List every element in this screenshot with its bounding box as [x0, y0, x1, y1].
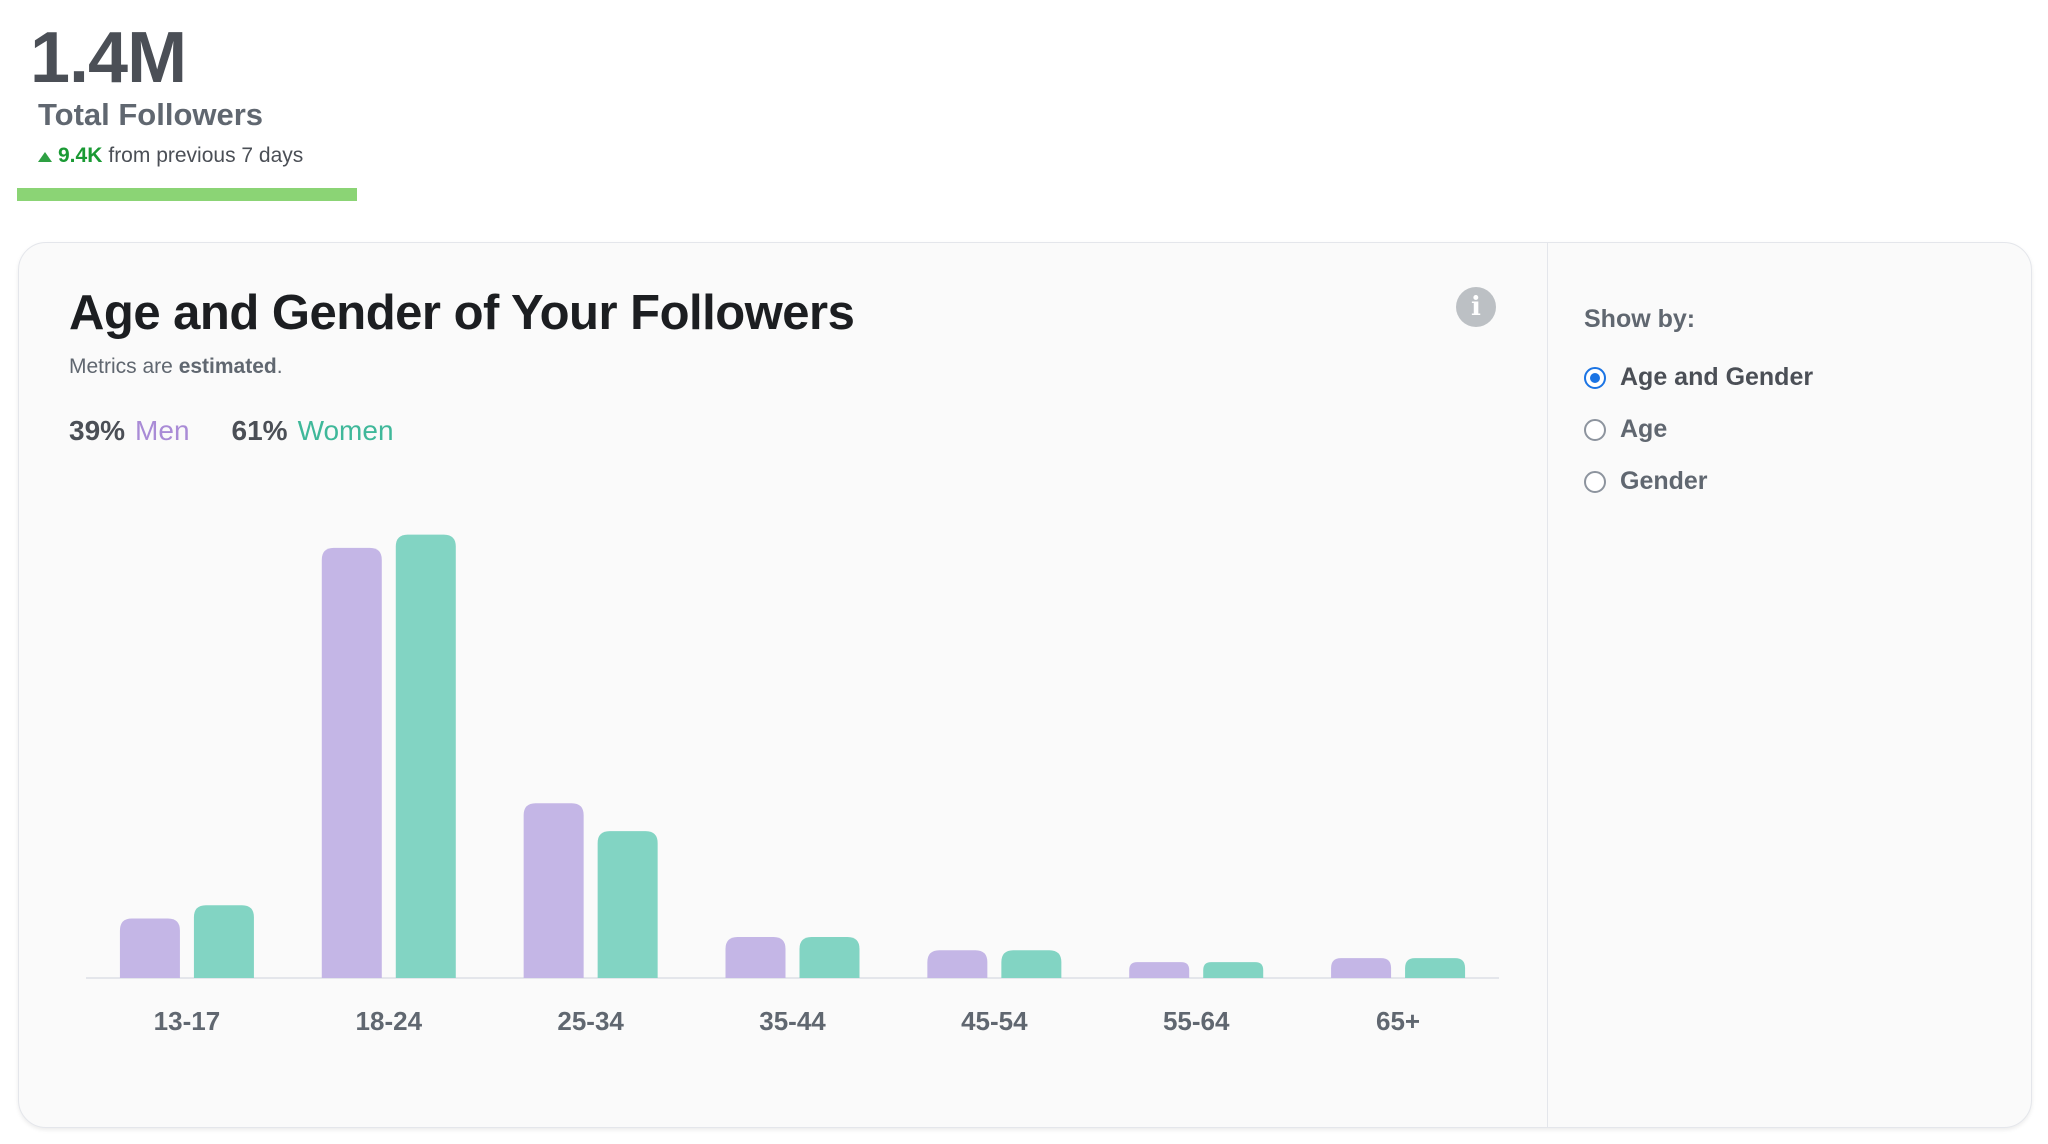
subtitle-prefix: Metrics are — [69, 355, 173, 378]
bar-women-18-24[interactable] — [395, 534, 456, 978]
card-divider — [1547, 243, 1548, 1127]
show-by-label: Show by: — [1584, 305, 1696, 333]
bar-men-45-54[interactable] — [927, 950, 988, 978]
radio-age-and-gender[interactable]: Age and Gender — [1584, 363, 1813, 392]
chart-area: Age and Gender of Your Followers Metrics… — [19, 243, 1547, 1127]
x-tick-label: 18-24 — [356, 1006, 423, 1036]
total-followers-value: 1.4M — [30, 18, 187, 98]
x-tick-label: 25-34 — [557, 1006, 624, 1036]
bar-men-55-64[interactable] — [1129, 962, 1190, 978]
x-tick-label: 55-64 — [1163, 1006, 1230, 1036]
show-by-panel: Show by: Age and Gender Age Gender — [1548, 243, 2031, 1127]
x-tick-label: 35-44 — [759, 1006, 826, 1036]
legend-men: 39% Men — [69, 415, 190, 447]
bar-women-65+[interactable] — [1405, 958, 1466, 978]
radio-label: Gender — [1620, 467, 1708, 495]
x-tick-label: 45-54 — [961, 1006, 1028, 1036]
bar-women-45-54[interactable] — [1001, 950, 1062, 978]
delta-text: from previous 7 days — [108, 144, 304, 167]
radio-button[interactable] — [1584, 470, 1606, 493]
bar-women-25-34[interactable] — [597, 831, 658, 978]
bar-men-25-34[interactable] — [523, 803, 584, 978]
x-tick-label: 65+ — [1376, 1006, 1420, 1036]
bar-women-13-17[interactable] — [193, 905, 254, 978]
card-subtitle: Metrics are estimated. — [69, 355, 283, 379]
chart-legend: 39% Men 61% Women — [69, 415, 394, 447]
info-icon[interactable]: i — [1456, 287, 1496, 327]
bar-men-18-24[interactable] — [321, 547, 382, 978]
legend-men-percent: 39% — [69, 415, 126, 446]
legend-women-percent: 61% — [231, 415, 288, 446]
age-gender-bar-chart: 13-17 18-24 25-34 35-44 45-54 55-64 65+ — [86, 534, 1499, 1036]
bar-women-55-64[interactable] — [1203, 962, 1264, 978]
follower-summary: 1.4M Total Followers 9.4K from previous … — [17, 18, 357, 202]
followers-delta: 9.4K from previous 7 days — [38, 144, 303, 168]
legend-women: 61% Women — [232, 415, 394, 447]
total-followers-label: Total Followers — [38, 97, 264, 132]
card-title: Age and Gender of Your Followers — [69, 286, 855, 340]
radio-button[interactable] — [1584, 418, 1606, 441]
age-gender-card: Age and Gender of Your Followers Metrics… — [18, 242, 2032, 1128]
summary-accent-bar — [17, 188, 357, 201]
arrow-up-icon — [38, 152, 52, 162]
radio-gender[interactable]: Gender — [1584, 467, 1708, 496]
radio-label: Age and Gender — [1620, 363, 1814, 391]
bar-men-35-44[interactable] — [725, 936, 786, 978]
bar-men-65+[interactable] — [1331, 958, 1392, 978]
radio-label: Age — [1620, 415, 1668, 443]
delta-value: 9.4K — [58, 144, 103, 167]
bar-men-13-17[interactable] — [119, 918, 180, 978]
subtitle-suffix: . — [276, 355, 283, 378]
legend-men-label: Men — [135, 415, 190, 446]
x-tick-label: 13-17 — [154, 1006, 221, 1036]
subtitle-emphasis: estimated — [178, 355, 277, 378]
legend-women-label: Women — [297, 415, 394, 446]
radio-button[interactable] — [1584, 366, 1606, 389]
bar-women-35-44[interactable] — [799, 936, 860, 978]
radio-age[interactable]: Age — [1584, 415, 1667, 444]
